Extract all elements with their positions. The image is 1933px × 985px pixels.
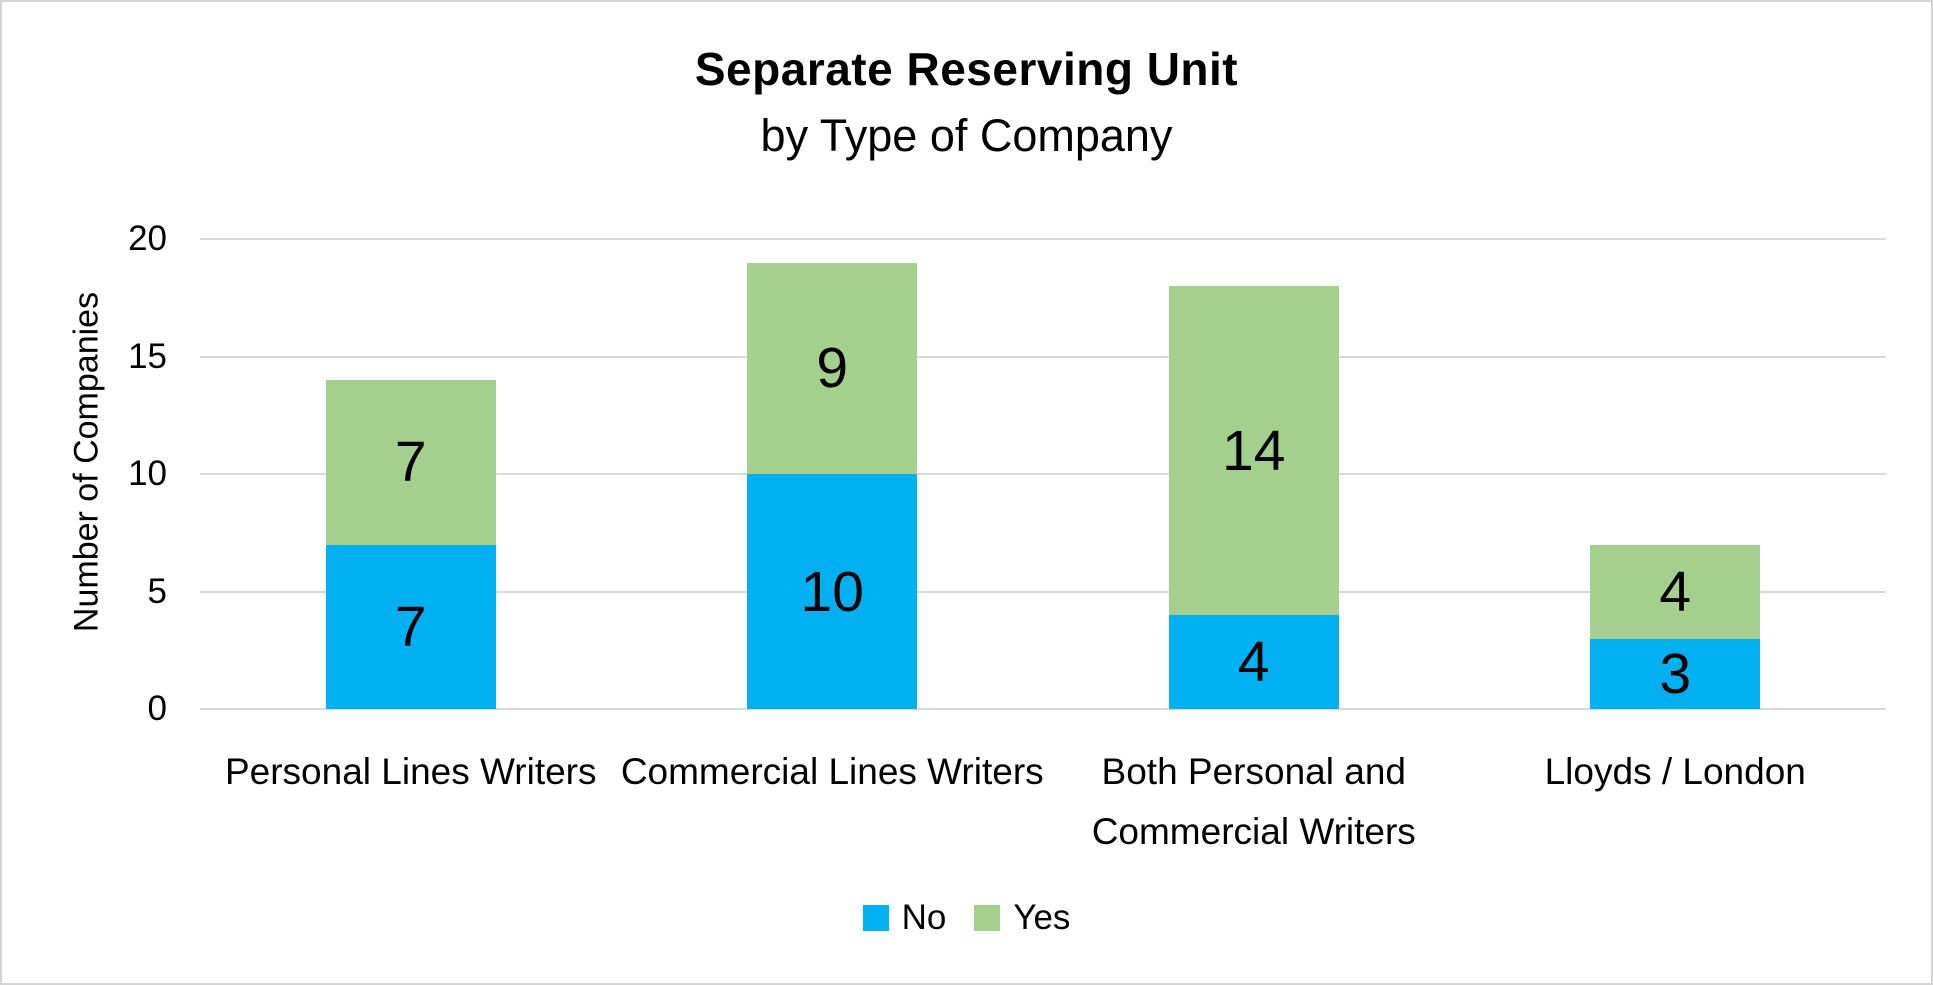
data-label: 7 <box>394 594 427 659</box>
legend: No Yes <box>2 898 1931 938</box>
gridline <box>200 238 1886 240</box>
data-label: 9 <box>816 336 849 401</box>
x-category-label: Personal Lines Writers <box>224 751 597 792</box>
bar-segment-no <box>1590 638 1761 709</box>
legend-label: Yes <box>1013 898 1071 937</box>
data-label: 10 <box>800 559 864 624</box>
bar-segment-no <box>747 474 918 709</box>
x-category-label: Commercial Lines Writers <box>620 751 1044 792</box>
legend-item-yes: Yes <box>974 898 1070 938</box>
data-label: 14 <box>1222 418 1286 483</box>
bar-segment-yes <box>325 380 496 545</box>
chart-subtitle: by Type of Company <box>760 110 1173 161</box>
bar-segment-yes <box>1168 286 1339 615</box>
bar-segment-yes <box>1590 544 1761 639</box>
chart-title: Separate Reserving Unit <box>694 43 1239 95</box>
bar-segment-yes <box>747 262 918 474</box>
data-label: 7 <box>394 430 427 495</box>
legend-swatch-no <box>862 905 889 931</box>
y-tick-label: 10 <box>128 454 167 493</box>
y-tick-label: 20 <box>128 219 167 258</box>
x-category-label: Lloyds / London <box>1544 751 1806 792</box>
bar-segment-no <box>1168 615 1339 709</box>
gridline <box>200 473 1886 475</box>
gridline <box>200 355 1886 358</box>
data-label: 4 <box>1237 630 1270 694</box>
bar-segment-no <box>325 544 496 709</box>
legend-label: No <box>901 898 947 937</box>
legend-swatch-yes <box>974 905 1001 931</box>
data-label: 4 <box>1659 559 1692 624</box>
x-category-label: Both Personal and Commercial Writers <box>1091 751 1416 852</box>
y-tick-label: 5 <box>147 571 167 611</box>
y-tick-label: 0 <box>147 689 167 728</box>
data-label: 3 <box>1659 641 1692 706</box>
gridline <box>200 708 1886 710</box>
gridline <box>200 590 1886 593</box>
legend-item-no: No <box>862 898 947 938</box>
y-tick-label: 15 <box>128 336 167 376</box>
